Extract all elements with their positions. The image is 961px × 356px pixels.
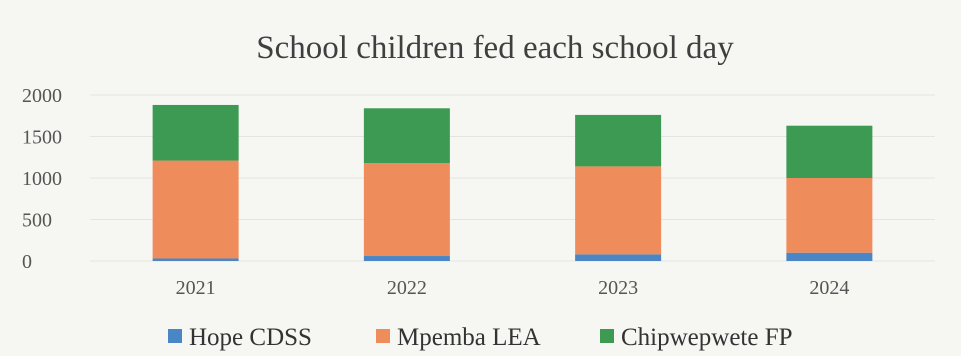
x-tick-label: 2024 xyxy=(809,277,849,299)
bar-segment xyxy=(575,114,662,167)
legend-swatch xyxy=(600,329,614,343)
y-axis-ticks: 0 500 1000 1500 2000 xyxy=(22,85,62,273)
legend-label: Chipwepwete FP xyxy=(621,324,793,351)
bar-segment xyxy=(786,178,873,253)
x-axis-ticks: 2021 2022 2023 2024 xyxy=(176,277,850,299)
bar-segment xyxy=(363,108,450,164)
bar-segment xyxy=(575,254,662,261)
y-tick-label: 1000 xyxy=(22,168,62,190)
bar-segment xyxy=(152,160,239,259)
legend: Hope CDSS Mpemba LEA Chipwepwete FP xyxy=(168,324,793,351)
bar-segment xyxy=(152,258,239,261)
bar-segment xyxy=(786,125,873,178)
bar-segment xyxy=(363,256,450,261)
chart-title: School children fed each school day xyxy=(256,30,734,66)
y-tick-label: 500 xyxy=(22,210,52,232)
x-tick-label: 2022 xyxy=(387,277,427,299)
bars xyxy=(152,104,873,261)
y-tick-label: 1500 xyxy=(22,127,62,149)
bar-segment xyxy=(575,166,662,255)
y-tick-label: 2000 xyxy=(22,85,62,107)
legend-swatch xyxy=(168,329,182,343)
x-tick-label: 2023 xyxy=(598,277,638,299)
legend-swatch xyxy=(376,329,390,343)
bar-segment xyxy=(152,104,239,161)
x-tick-label: 2021 xyxy=(176,277,216,299)
bar-segment xyxy=(363,163,450,257)
legend-label: Hope CDSS xyxy=(189,324,312,351)
legend-label: Mpemba LEA xyxy=(397,324,541,351)
y-tick-label: 0 xyxy=(22,251,32,273)
bar-segment xyxy=(786,252,873,261)
